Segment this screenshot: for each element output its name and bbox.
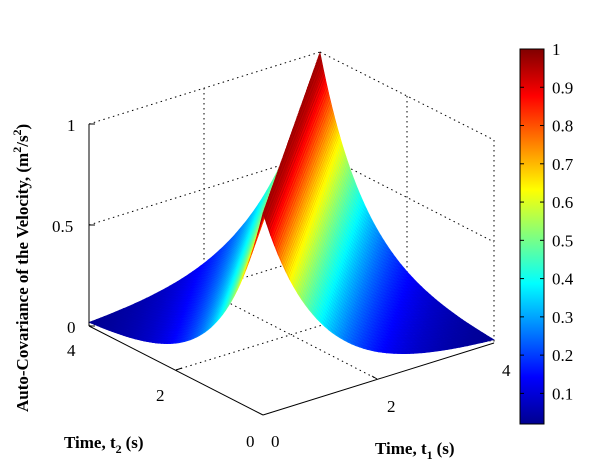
t1-axis-label: Time, t1 (s) bbox=[375, 439, 455, 462]
colorbar-tick-label: 0.4 bbox=[552, 270, 574, 289]
colorbar-tick-label: 0.1 bbox=[552, 384, 573, 403]
colorbar-tick-label: 0.6 bbox=[552, 193, 573, 212]
colorbar-tick-label: 0.3 bbox=[552, 308, 573, 327]
t2-tick-label-1: 2 bbox=[156, 386, 165, 405]
colorbar-ticks: 0.1 0.2 0.3 0.4 0.5 0.6 0.7 0.8 0.9 1 bbox=[520, 40, 574, 403]
z-tick-label-0: 0 bbox=[67, 318, 76, 337]
t1-tick-label-2: 4 bbox=[502, 361, 511, 380]
z-tick-label-1: 0.5 bbox=[52, 217, 73, 236]
t2-tick-label-0: 0 bbox=[246, 432, 255, 451]
colorbar-tick-label: 0.7 bbox=[552, 155, 574, 174]
colorbar-tick-label: 0.2 bbox=[552, 346, 573, 365]
t1-axis-line bbox=[262, 342, 495, 416]
colorbar-gradient bbox=[519, 48, 545, 425]
axes bbox=[88, 123, 495, 416]
surface bbox=[88, 52, 495, 355]
t2-axis-label: Time, t2 (s) bbox=[64, 433, 144, 456]
colorbar-tick-label: 1 bbox=[552, 40, 561, 59]
t1-tick-label-1: 2 bbox=[387, 397, 396, 416]
colorbar: 0.1 0.2 0.3 0.4 0.5 0.6 0.7 0.8 0.9 1 bbox=[519, 40, 574, 425]
t2-axis-line bbox=[88, 325, 264, 416]
surface-patch bbox=[259, 210, 268, 225]
colorbar-tick-label: 0.5 bbox=[552, 231, 573, 250]
z-tick-label-2: 1 bbox=[67, 116, 76, 135]
t2-tick-mid bbox=[175, 367, 183, 371]
t1-tick-mid bbox=[371, 375, 378, 380]
colorbar-tick-label: 0.9 bbox=[552, 78, 573, 97]
t2-tick-label-2: 4 bbox=[67, 341, 76, 360]
t1-tick-label-0: 0 bbox=[271, 432, 280, 451]
z-axis-label: Auto-Covariance of the Velocity, (m2/s2) bbox=[10, 124, 32, 412]
colorbar-tick-label: 0.8 bbox=[552, 117, 573, 136]
